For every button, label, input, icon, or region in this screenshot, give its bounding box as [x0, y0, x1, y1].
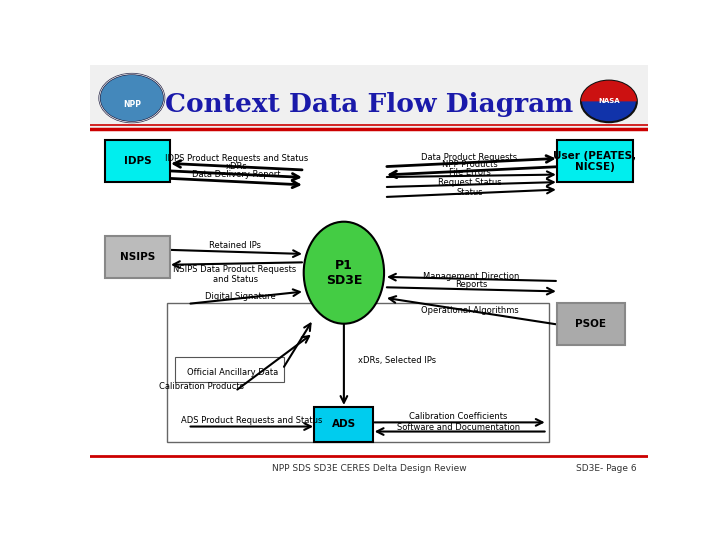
- Text: xDRs, Selected IPs: xDRs, Selected IPs: [358, 355, 436, 364]
- Text: SD3E- Page 6: SD3E- Page 6: [576, 464, 637, 472]
- Text: P1
SD3E: P1 SD3E: [325, 259, 362, 287]
- Text: Management Direction: Management Direction: [423, 272, 519, 281]
- Text: NPP: NPP: [123, 100, 141, 109]
- Text: Retained IPs: Retained IPs: [209, 241, 261, 250]
- Text: NPP SDS SD3E CERES Delta Design Review: NPP SDS SD3E CERES Delta Design Review: [271, 464, 467, 472]
- Text: xDRs: xDRs: [225, 162, 247, 171]
- Text: Data Product Requests: Data Product Requests: [421, 153, 518, 162]
- Text: NSIPS Data Product Requests
and Status: NSIPS Data Product Requests and Status: [174, 265, 297, 284]
- Text: Context Data Flow Diagram: Context Data Flow Diagram: [165, 92, 573, 117]
- Bar: [90, 65, 648, 129]
- Text: IDPS: IDPS: [124, 157, 151, 166]
- Text: Data Delivery Report: Data Delivery Report: [192, 170, 281, 179]
- Text: PSOE: PSOE: [575, 319, 606, 329]
- Text: ADS Product Requests and Status: ADS Product Requests and Status: [181, 416, 323, 426]
- Text: Calibration Products: Calibration Products: [159, 382, 244, 391]
- Text: ADS: ADS: [332, 420, 356, 429]
- Text: File Errors: File Errors: [449, 168, 490, 178]
- Text: Operational Algorithms: Operational Algorithms: [420, 306, 518, 315]
- Ellipse shape: [304, 222, 384, 323]
- Text: Request Status: Request Status: [438, 178, 501, 187]
- FancyBboxPatch shape: [557, 140, 633, 183]
- Circle shape: [581, 80, 637, 122]
- Wedge shape: [581, 80, 637, 102]
- FancyBboxPatch shape: [105, 236, 170, 278]
- Text: Calibration Coefficients: Calibration Coefficients: [409, 412, 508, 421]
- FancyBboxPatch shape: [105, 140, 170, 183]
- Text: User (PEATES,
NICSE): User (PEATES, NICSE): [554, 151, 636, 172]
- Text: Digital Signature: Digital Signature: [205, 292, 276, 301]
- Text: NSIPS: NSIPS: [120, 252, 155, 262]
- Text: NASA: NASA: [598, 98, 620, 104]
- Text: NPP Products: NPP Products: [441, 160, 498, 168]
- Text: IDPS Product Requests and Status: IDPS Product Requests and Status: [165, 154, 308, 163]
- Text: Official Ancillary Data: Official Ancillary Data: [186, 368, 278, 377]
- FancyBboxPatch shape: [557, 302, 624, 345]
- FancyBboxPatch shape: [315, 407, 374, 442]
- Text: Status: Status: [456, 187, 482, 197]
- Circle shape: [99, 74, 164, 122]
- Text: Reports: Reports: [455, 280, 487, 288]
- Text: Software and Documentation: Software and Documentation: [397, 422, 520, 431]
